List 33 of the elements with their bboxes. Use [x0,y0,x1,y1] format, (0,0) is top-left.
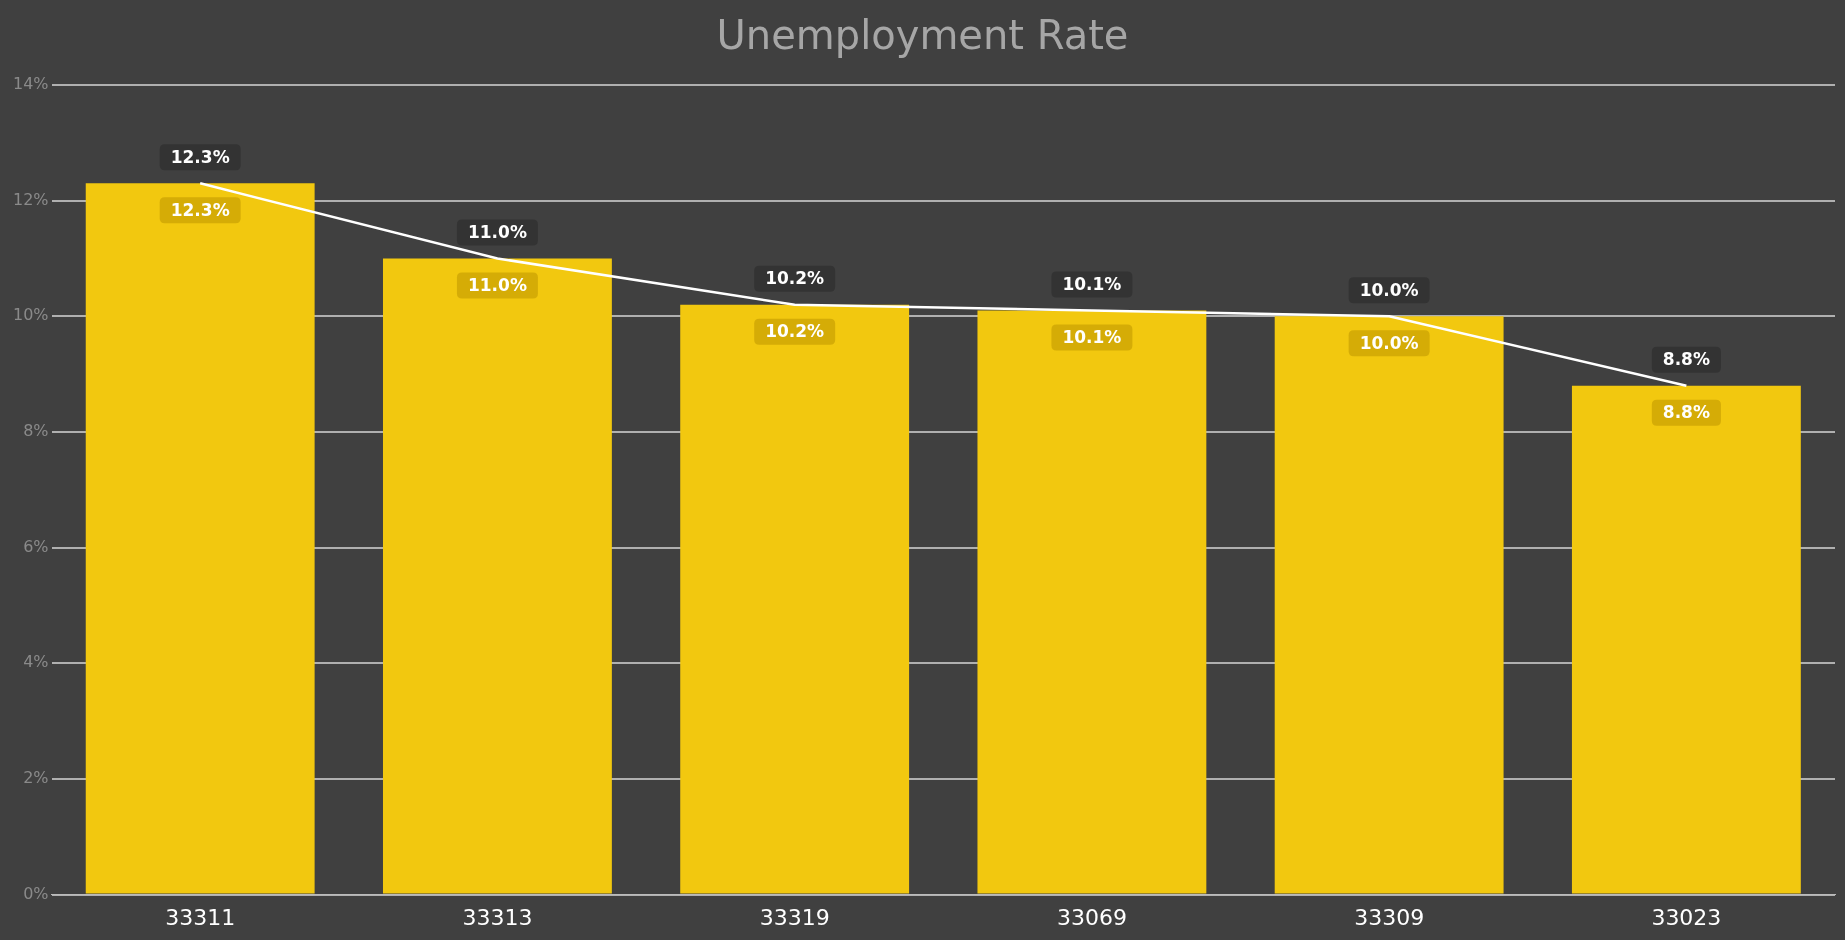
bar [680,304,910,894]
data-label: 12.3% [170,146,230,167]
data-label: 10.0% [1359,332,1419,353]
data-label: 11.0% [467,274,527,295]
bar [977,310,1207,894]
x-tick-label: 33311 [165,904,236,930]
y-tick-label: 8% [23,421,49,441]
y-tick-label: 4% [23,652,49,672]
data-label: 8.8% [1662,402,1710,423]
chart-title: Unemployment Rate [716,12,1129,59]
data-label: 11.0% [467,221,527,242]
data-label: 10.0% [1359,279,1419,300]
data-label: 10.1% [1062,273,1122,294]
x-tick-label: 33309 [1354,904,1425,930]
bar [382,258,612,894]
x-tick-label: 33319 [759,904,830,930]
data-label: 10.2% [765,321,825,342]
x-tick-label: 33313 [462,904,533,930]
y-tick-label: 10% [13,305,49,325]
data-label: 10.2% [765,268,825,289]
x-tick-label: 33023 [1651,904,1722,930]
y-tick-label: 0% [23,883,49,903]
x-tick-label: 33069 [1056,904,1127,930]
y-tick-label: 6% [23,536,49,556]
y-tick-label: 12% [13,189,49,209]
bar [1274,316,1504,894]
bar [85,183,315,894]
data-label: 10.1% [1062,326,1122,347]
data-label: 12.3% [170,199,230,220]
y-tick-label: 14% [13,74,49,94]
data-label: 8.8% [1662,349,1710,370]
y-tick-label: 2% [23,768,49,788]
bar [1571,385,1801,894]
